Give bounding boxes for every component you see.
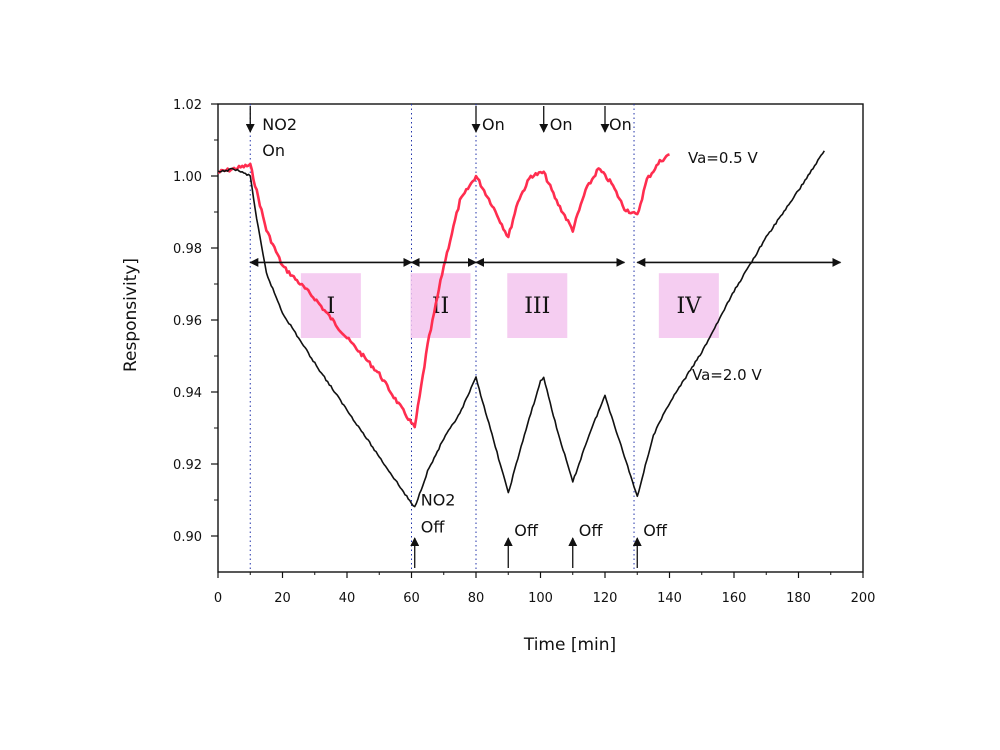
series-label-va-0-5: Va=0.5 V (688, 149, 758, 167)
x-tick-label: 180 (786, 591, 811, 606)
off-event-label: Off (421, 517, 446, 536)
y-tick-label: 0.90 (173, 530, 202, 545)
x-tick-label: 60 (403, 591, 420, 606)
x-tick-label: 20 (274, 591, 291, 606)
region-label: III (524, 294, 550, 319)
x-tick-label: 40 (339, 591, 356, 606)
x-tick-label: 120 (593, 591, 618, 606)
on-event-label: On (262, 141, 285, 160)
on-event-label: On (609, 115, 632, 134)
region-label: IV (677, 294, 703, 319)
on-event-label: On (482, 115, 505, 134)
series-label-va-2-0: Va=2.0 V (692, 366, 762, 384)
on-event-label: NO2 (262, 115, 297, 134)
y-tick-label: 0.98 (173, 242, 202, 257)
y-tick-label: 0.92 (173, 458, 202, 473)
x-axis-title: Time [min] (523, 635, 616, 655)
x-tick-label: 200 (851, 591, 876, 606)
off-event-label: Off (514, 521, 539, 540)
y-tick-label: 1.02 (173, 98, 202, 113)
x-axis: 0 20 40 60 80 100 120 140 160 180 200 (214, 572, 876, 606)
off-event-label: Off (579, 521, 604, 540)
y-tick-label: 0.94 (173, 386, 202, 401)
x-tick-label: 100 (528, 591, 553, 606)
x-tick-label: 160 (722, 591, 747, 606)
y-tick-label: 1.00 (173, 170, 202, 185)
on-event-label: On (550, 115, 573, 134)
off-event-label: NO2 (421, 490, 456, 509)
x-tick-label: 80 (468, 591, 485, 606)
off-event-label: Off (643, 521, 668, 540)
region-highlights: IIIIIIIV (301, 273, 719, 338)
y-axis: 0.90 0.92 0.94 0.96 0.98 1.00 1.02 (173, 98, 218, 545)
x-tick-label: 140 (657, 591, 682, 606)
x-tick-label: 0 (214, 591, 222, 606)
y-tick-label: 0.96 (173, 314, 202, 329)
y-axis-title: Responsivity] (121, 258, 141, 372)
